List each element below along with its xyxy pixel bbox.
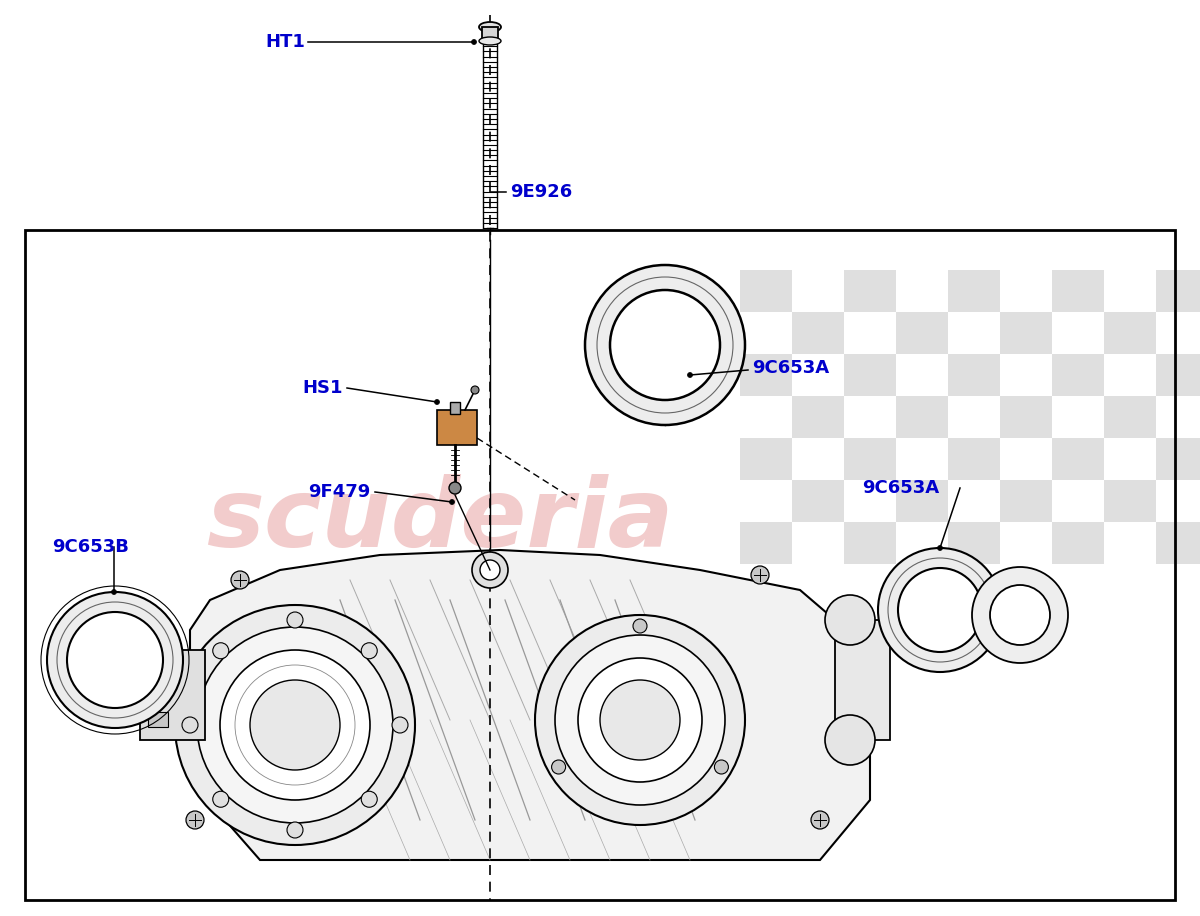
- Circle shape: [714, 760, 728, 774]
- Circle shape: [230, 571, 250, 589]
- Bar: [1052, 354, 1104, 396]
- Bar: [948, 354, 1000, 396]
- Bar: [134, 680, 150, 710]
- Circle shape: [554, 635, 725, 805]
- Bar: [792, 480, 844, 522]
- Bar: [1000, 480, 1052, 522]
- Text: 9C653B: 9C653B: [52, 538, 128, 556]
- Circle shape: [186, 811, 204, 829]
- Circle shape: [197, 627, 394, 823]
- Circle shape: [361, 791, 377, 807]
- Circle shape: [586, 265, 745, 425]
- Bar: [1000, 312, 1052, 354]
- Text: c a r   p a r t s: c a r p a r t s: [314, 576, 665, 624]
- Text: scuderia: scuderia: [206, 474, 673, 566]
- Bar: [948, 270, 1000, 312]
- Bar: [1000, 396, 1052, 438]
- Circle shape: [470, 386, 479, 394]
- Circle shape: [472, 552, 508, 588]
- Bar: [740, 354, 792, 396]
- Circle shape: [287, 612, 302, 628]
- Bar: [1052, 270, 1104, 312]
- PathPatch shape: [190, 550, 870, 860]
- Circle shape: [878, 548, 1002, 672]
- Circle shape: [434, 399, 439, 405]
- Bar: [844, 522, 896, 564]
- Text: 9E926: 9E926: [510, 183, 572, 201]
- Circle shape: [937, 546, 942, 551]
- Bar: [740, 270, 792, 312]
- Bar: [1156, 354, 1200, 396]
- Circle shape: [47, 592, 182, 728]
- Bar: [25, 230, 1175, 900]
- Circle shape: [826, 715, 875, 765]
- Circle shape: [826, 595, 875, 645]
- Circle shape: [972, 567, 1068, 663]
- Circle shape: [182, 717, 198, 733]
- Bar: [482, 27, 498, 41]
- Circle shape: [449, 482, 461, 494]
- Bar: [1052, 522, 1104, 564]
- Bar: [948, 438, 1000, 480]
- Bar: [896, 480, 948, 522]
- Circle shape: [600, 680, 680, 760]
- Circle shape: [212, 791, 229, 807]
- Bar: [148, 712, 168, 727]
- Circle shape: [811, 811, 829, 829]
- Circle shape: [751, 566, 769, 584]
- Bar: [450, 402, 460, 414]
- Circle shape: [287, 822, 302, 838]
- Ellipse shape: [479, 22, 502, 32]
- Circle shape: [361, 643, 377, 659]
- Bar: [948, 522, 1000, 564]
- Bar: [1104, 396, 1156, 438]
- Bar: [148, 658, 168, 673]
- Text: HS1: HS1: [302, 379, 343, 397]
- Bar: [844, 438, 896, 480]
- Circle shape: [990, 585, 1050, 645]
- Bar: [740, 522, 792, 564]
- Bar: [896, 396, 948, 438]
- Circle shape: [112, 590, 116, 594]
- Circle shape: [392, 717, 408, 733]
- Circle shape: [212, 643, 229, 659]
- Bar: [740, 438, 792, 480]
- Text: HT1: HT1: [265, 33, 305, 51]
- Circle shape: [634, 619, 647, 633]
- Circle shape: [898, 568, 982, 652]
- Circle shape: [552, 760, 565, 774]
- Circle shape: [480, 560, 500, 580]
- Bar: [835, 620, 890, 740]
- Circle shape: [220, 650, 370, 800]
- PathPatch shape: [437, 410, 478, 445]
- Text: 9C653A: 9C653A: [862, 479, 940, 497]
- Bar: [844, 354, 896, 396]
- Circle shape: [578, 658, 702, 782]
- Bar: [1104, 312, 1156, 354]
- Ellipse shape: [479, 37, 502, 45]
- Circle shape: [250, 680, 340, 770]
- Bar: [792, 396, 844, 438]
- Text: 9C653A: 9C653A: [752, 359, 829, 377]
- Circle shape: [175, 605, 415, 845]
- Text: 9F479: 9F479: [307, 483, 370, 501]
- Bar: [140, 650, 205, 740]
- Bar: [1156, 522, 1200, 564]
- Bar: [1156, 270, 1200, 312]
- Circle shape: [688, 373, 692, 377]
- Circle shape: [610, 290, 720, 400]
- Bar: [1156, 438, 1200, 480]
- Circle shape: [450, 499, 455, 505]
- Circle shape: [67, 612, 163, 708]
- Bar: [792, 312, 844, 354]
- Bar: [896, 312, 948, 354]
- Circle shape: [535, 615, 745, 825]
- Bar: [1052, 438, 1104, 480]
- Circle shape: [472, 39, 476, 45]
- Bar: [844, 270, 896, 312]
- Bar: [1104, 480, 1156, 522]
